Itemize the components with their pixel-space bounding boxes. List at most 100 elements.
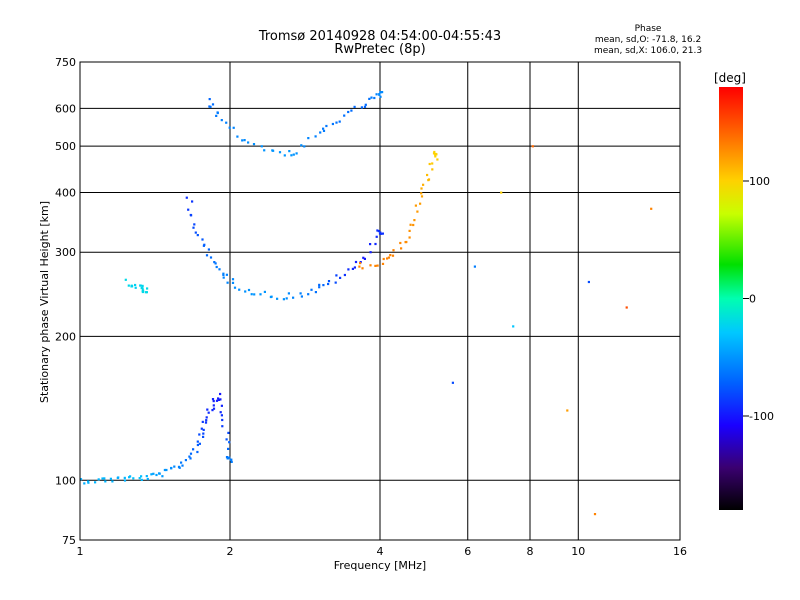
data-point xyxy=(87,481,90,484)
data-point xyxy=(196,443,199,447)
data-point xyxy=(473,265,476,268)
data-point xyxy=(269,295,272,299)
data-point xyxy=(215,399,219,402)
data-point xyxy=(161,475,164,478)
data-point xyxy=(288,150,291,153)
data-point xyxy=(231,281,235,284)
data-point xyxy=(134,283,137,287)
data-point xyxy=(500,191,503,194)
data-point xyxy=(408,229,411,232)
colorbar-tick-label: 100 xyxy=(749,175,770,188)
data-point xyxy=(334,281,337,284)
y-tick-label: 75 xyxy=(62,534,76,547)
data-point xyxy=(276,297,279,300)
data-point xyxy=(222,276,225,279)
data-point xyxy=(184,459,187,462)
data-point xyxy=(205,419,208,422)
data-point xyxy=(192,226,195,229)
data-point xyxy=(381,91,384,94)
data-point xyxy=(194,231,197,234)
data-point xyxy=(188,455,191,458)
data-point xyxy=(145,475,148,478)
data-point xyxy=(103,477,106,480)
data-point xyxy=(209,256,213,259)
x-tick-label: 6 xyxy=(464,545,471,558)
data-point xyxy=(379,95,382,98)
data-point xyxy=(146,477,149,481)
data-point xyxy=(228,126,231,129)
x-tick-label: 2 xyxy=(227,545,234,558)
data-point xyxy=(201,420,204,423)
data-point xyxy=(314,135,317,138)
y-axis-label: Stationary phase Virtual Height [km] xyxy=(38,201,51,403)
data-point xyxy=(307,137,310,140)
data-point xyxy=(314,291,317,294)
data-point xyxy=(128,476,131,479)
data-point xyxy=(173,465,176,468)
data-point xyxy=(420,187,423,190)
data-point xyxy=(347,268,350,271)
data-point xyxy=(200,427,203,430)
data-point xyxy=(431,162,434,165)
data-point xyxy=(405,240,408,244)
data-point xyxy=(292,296,295,299)
data-point xyxy=(343,273,346,277)
data-point xyxy=(399,241,402,245)
phase-title: Phase xyxy=(635,24,662,34)
grid-lines xyxy=(80,62,680,540)
data-point xyxy=(378,93,381,96)
data-point xyxy=(587,280,590,284)
y-tick-label: 500 xyxy=(55,140,76,153)
data-point xyxy=(253,293,256,296)
data-point xyxy=(225,121,228,124)
data-point xyxy=(327,280,331,283)
data-point xyxy=(117,476,120,479)
x-axis-label: Frequency [MHz] xyxy=(334,559,426,572)
colorbar-label: [deg] xyxy=(714,71,746,85)
data-point xyxy=(392,249,395,252)
data-point xyxy=(387,256,390,259)
data-point xyxy=(202,244,205,247)
x-tick-label: 4 xyxy=(377,545,384,558)
data-point xyxy=(163,468,166,472)
data-point xyxy=(360,106,363,109)
data-point xyxy=(278,151,282,154)
data-point xyxy=(215,265,218,269)
data-point xyxy=(196,234,199,237)
data-point xyxy=(335,121,338,124)
data-point xyxy=(566,409,569,412)
data-point xyxy=(144,291,147,294)
data-point xyxy=(123,479,127,482)
data-point xyxy=(152,472,155,475)
data-point xyxy=(351,267,354,270)
data-point xyxy=(138,477,141,480)
data-point xyxy=(228,441,231,444)
data-point xyxy=(202,435,205,438)
y-tick-label: 100 xyxy=(55,474,76,487)
data-point xyxy=(322,127,325,130)
data-point xyxy=(299,292,302,295)
colorbar-ticks: 100 0 -100 xyxy=(743,175,774,423)
data-point xyxy=(338,120,341,123)
data-point xyxy=(292,153,295,156)
data-point xyxy=(231,278,235,281)
data-point xyxy=(204,421,208,424)
data-point xyxy=(386,257,389,260)
data-point xyxy=(217,397,220,400)
data-point xyxy=(146,287,149,290)
data-point xyxy=(230,458,233,461)
colorbar-tick-label: 0 xyxy=(749,293,756,306)
data-point xyxy=(363,257,366,260)
data-point xyxy=(331,122,334,126)
data-point xyxy=(104,480,107,483)
data-point xyxy=(130,285,133,288)
data-point xyxy=(412,223,415,227)
data-point xyxy=(238,288,241,291)
data-point xyxy=(189,452,193,455)
data-point xyxy=(420,195,424,198)
data-point xyxy=(205,416,208,419)
data-point xyxy=(111,480,114,483)
data-point xyxy=(155,473,158,477)
data-point xyxy=(202,432,205,435)
data-point xyxy=(259,293,262,296)
